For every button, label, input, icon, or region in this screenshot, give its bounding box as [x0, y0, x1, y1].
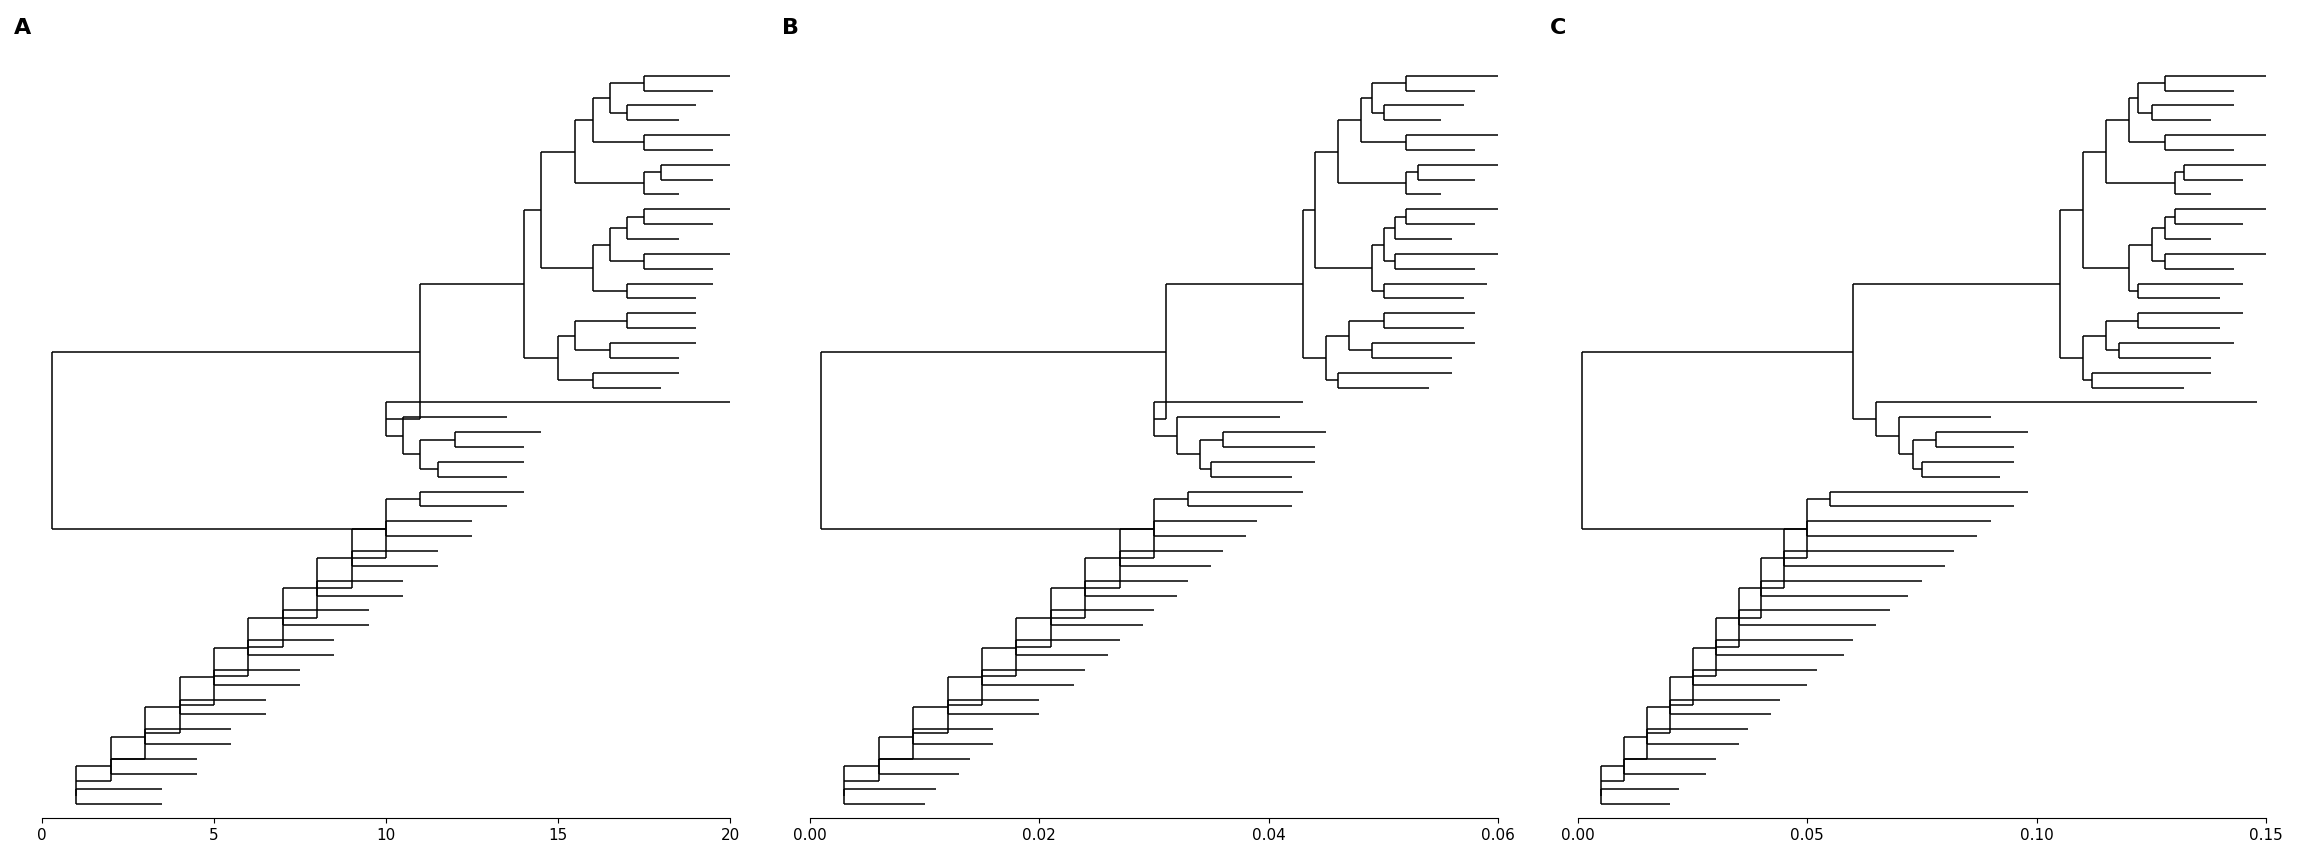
Text: C: C — [1551, 18, 1567, 38]
Text: A: A — [14, 18, 32, 38]
Text: B: B — [783, 18, 799, 38]
